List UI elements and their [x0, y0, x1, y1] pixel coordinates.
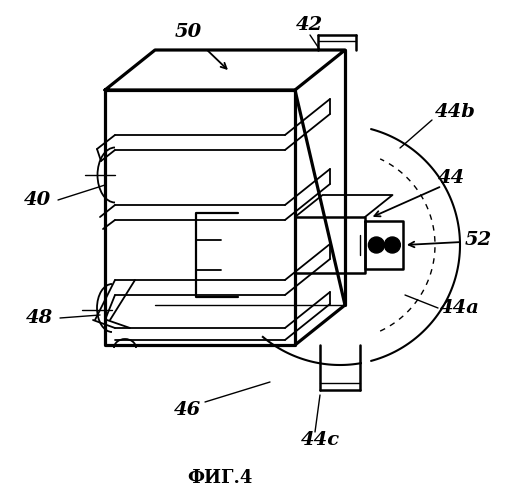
Text: 44c: 44c [301, 431, 340, 449]
Text: 52: 52 [464, 231, 492, 249]
Circle shape [384, 237, 400, 253]
Circle shape [368, 237, 384, 253]
Text: 44b: 44b [435, 103, 475, 121]
Text: 50: 50 [174, 23, 201, 41]
Text: 48: 48 [26, 309, 54, 327]
Text: 44a: 44a [440, 299, 480, 317]
Text: 42: 42 [296, 16, 324, 34]
Text: 44: 44 [438, 169, 466, 187]
Text: 40: 40 [24, 191, 51, 209]
Text: 46: 46 [174, 401, 201, 419]
Text: ФИГ.4: ФИГ.4 [187, 469, 253, 487]
